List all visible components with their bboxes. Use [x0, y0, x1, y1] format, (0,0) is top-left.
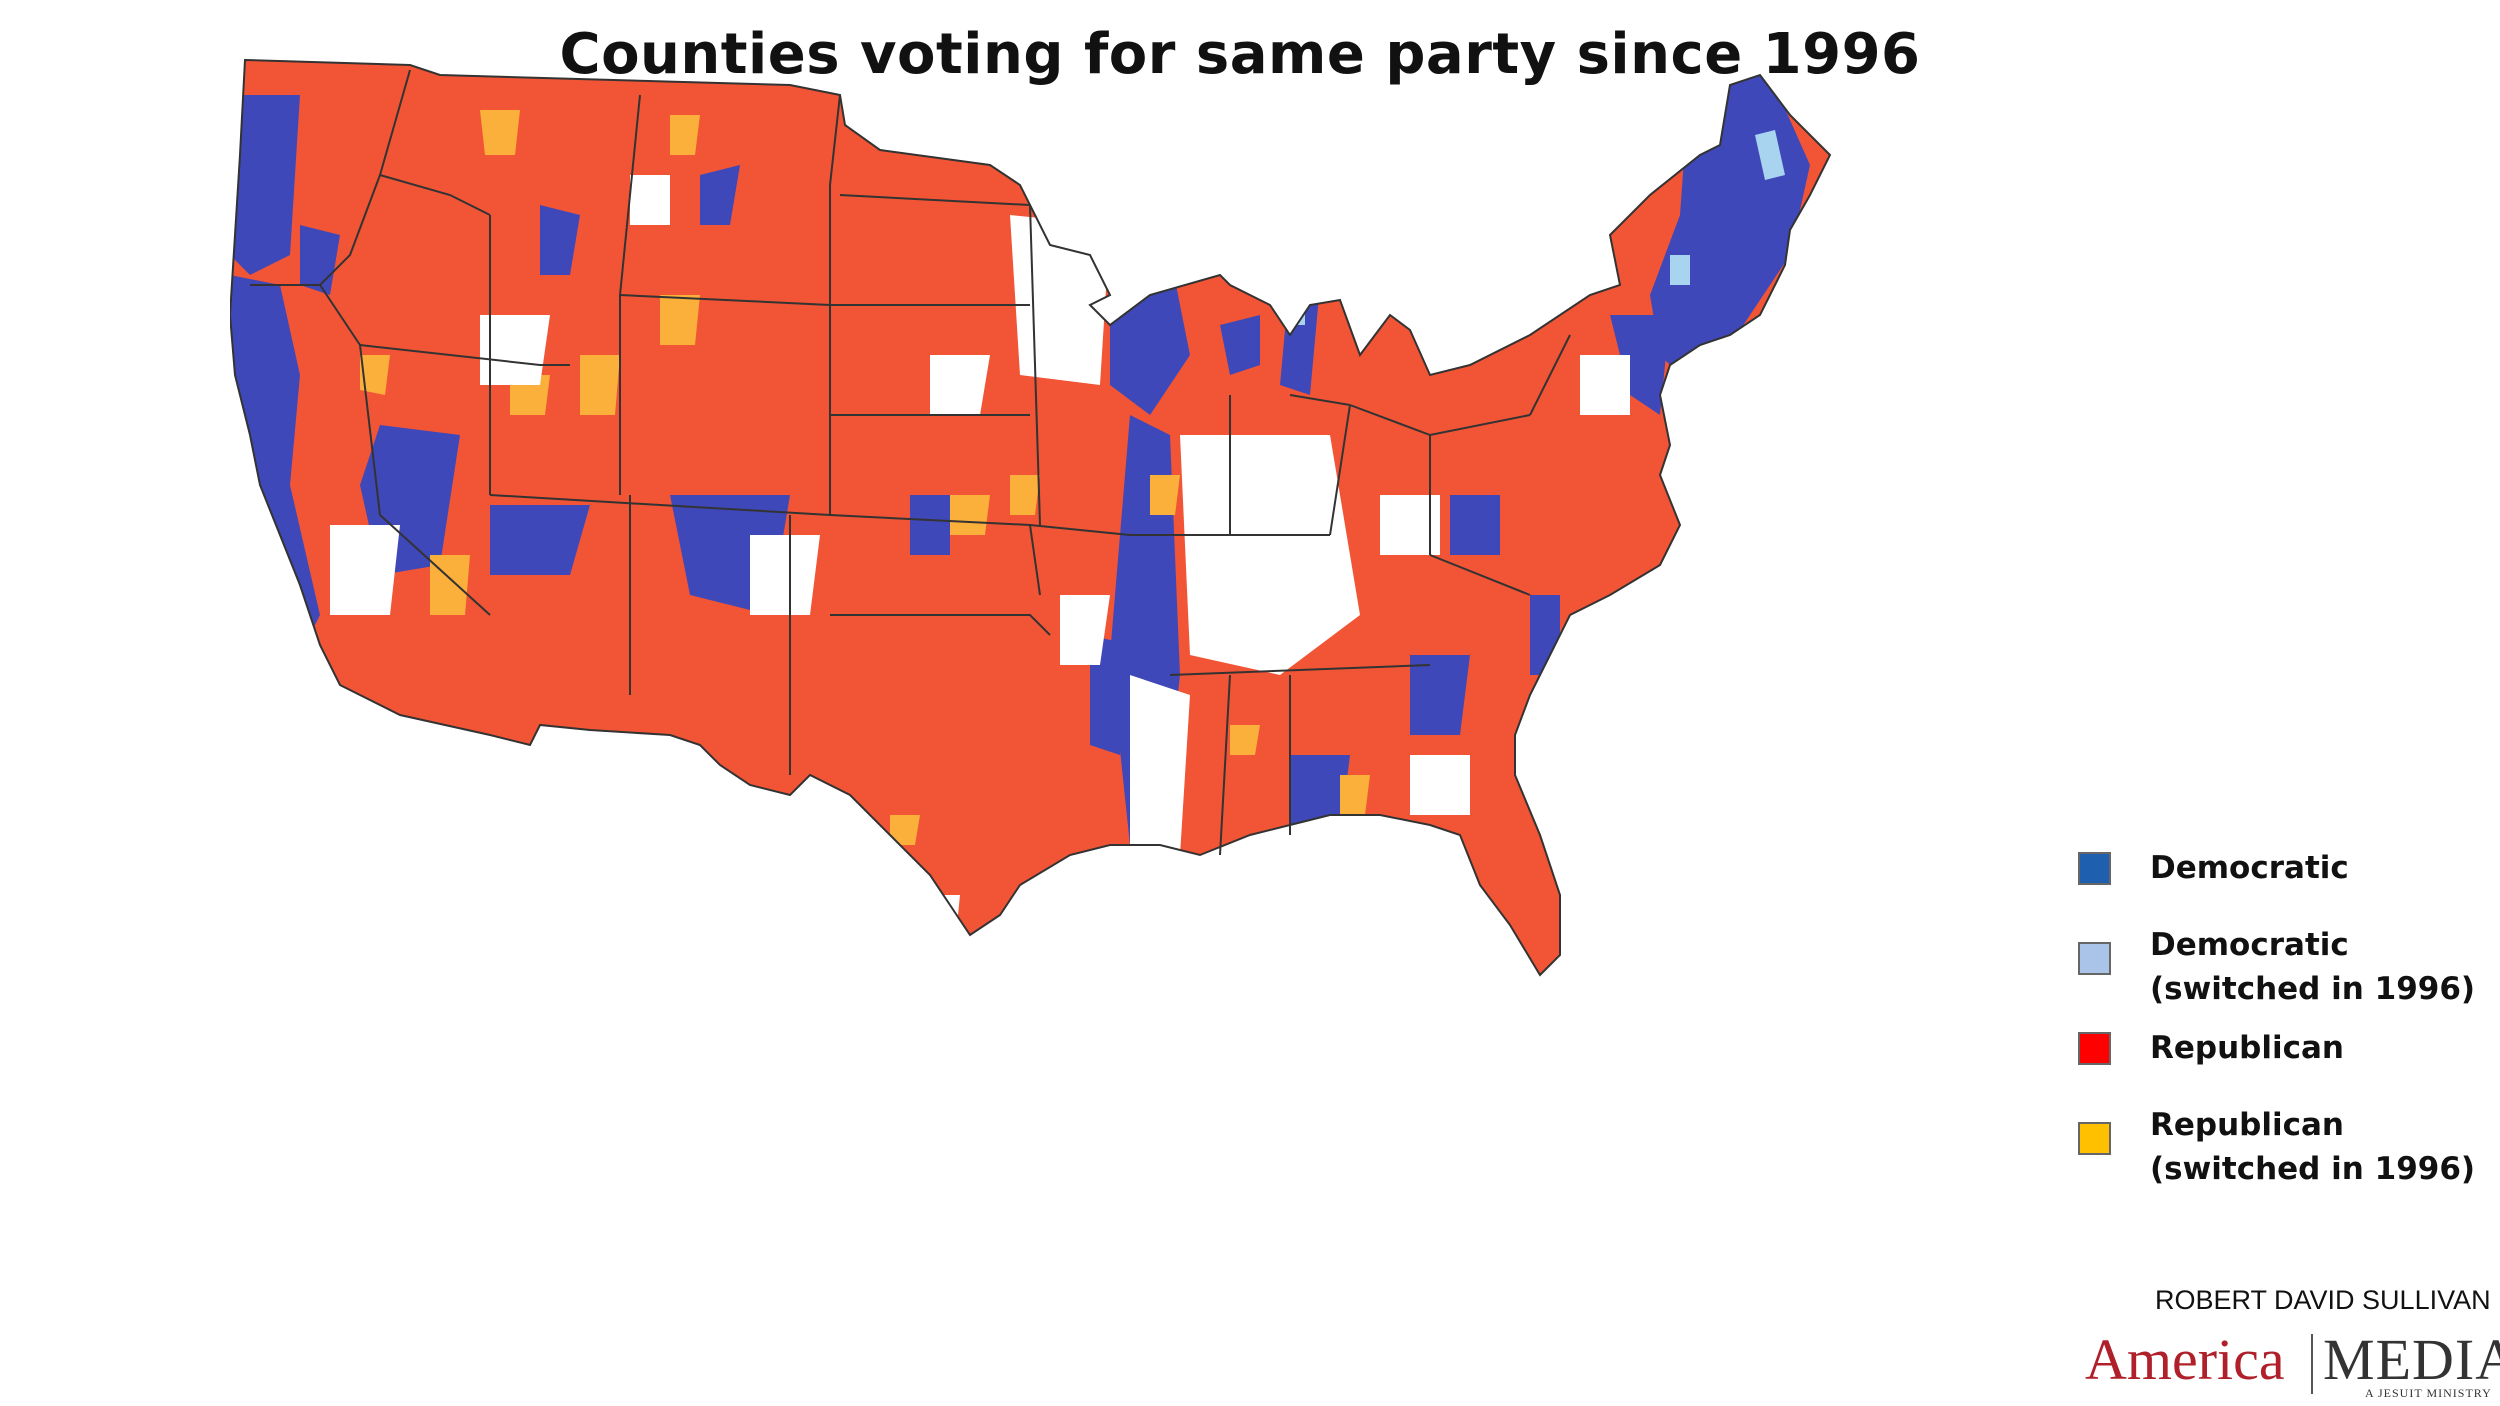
logo-america-text: America: [2085, 1327, 2285, 1392]
legend-swatch-democratic-switched: [2078, 942, 2111, 975]
legend-swatch-republican: [2078, 1032, 2111, 1065]
logo-divider: [2311, 1334, 2313, 1394]
america-media-logo: America MEDIA A JESUIT MINISTRY: [2085, 1327, 2500, 1401]
legend-label-democratic-switched: Democratic (switched in 1996): [2150, 927, 2476, 1007]
legend-swatch-republican-switched: [2078, 1122, 2111, 1155]
legend-label-republican: Republican: [2150, 1030, 2344, 1066]
logo-media-text: MEDIA: [2323, 1327, 2500, 1392]
logo-subtitle: A JESUIT MINISTRY: [2365, 1386, 2492, 1400]
author-credit: ROBERT DAVID SULLIVAN: [2155, 1285, 2491, 1315]
legend-swatch-democratic: [2078, 852, 2111, 885]
map-svg: [230, 59, 1831, 976]
state-borders: [230, 59, 1831, 976]
legend-label-republican-switched: Republican (switched in 1996): [2150, 1107, 2476, 1187]
us-county-map: [230, 55, 2340, 1345]
map-title: Counties voting for same party since 199…: [559, 22, 1921, 87]
legend-label-democratic: Democratic: [2150, 850, 2349, 886]
